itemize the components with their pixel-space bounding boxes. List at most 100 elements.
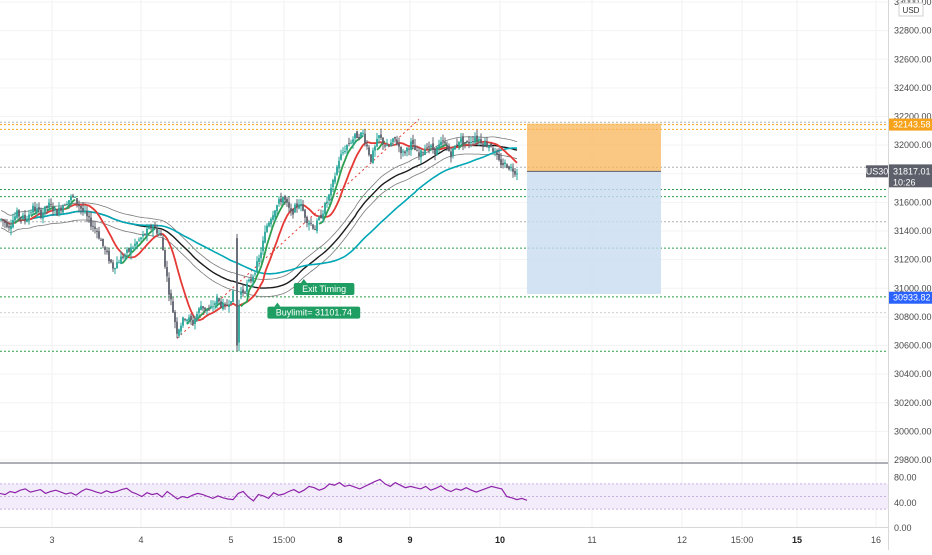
- candle-body: [510, 166, 512, 169]
- candle-body: [446, 144, 448, 148]
- candle-body: [76, 198, 78, 204]
- symbol-tag-text: US30: [866, 166, 889, 176]
- price-tick-label: 32000.00: [894, 140, 932, 150]
- candle-body: [272, 215, 274, 220]
- candle-body: [70, 196, 72, 201]
- candle-body: [200, 305, 202, 311]
- candle-body: [452, 147, 454, 156]
- candle-body: [362, 132, 364, 134]
- candle-body: [158, 233, 160, 235]
- candle-body: [456, 144, 458, 146]
- candle-body: [144, 233, 146, 235]
- candle-body: [20, 217, 22, 219]
- candle-body: [32, 205, 34, 213]
- annotation-pointer: [300, 278, 307, 283]
- rsi-tick-label: 80.00: [894, 473, 917, 483]
- candle-body: [300, 204, 302, 207]
- candle-body: [220, 301, 222, 307]
- candle-body: [350, 142, 352, 144]
- candle-body: [154, 224, 156, 228]
- candle-body: [48, 202, 50, 208]
- annotation-label[interactable]: Buylimit= 31101.74: [267, 302, 361, 319]
- stop-zone[interactable]: [527, 123, 661, 172]
- annotation-bg[interactable]: [293, 282, 355, 295]
- candle-body: [40, 209, 42, 218]
- candle-body: [432, 143, 434, 150]
- annotation-bg[interactable]: [267, 306, 361, 319]
- annotation-label[interactable]: Exit Timing: [293, 278, 355, 295]
- candle-body: [390, 142, 392, 146]
- candle-body: [240, 291, 242, 295]
- annotation-pointer: [274, 302, 281, 307]
- candle-body: [508, 166, 510, 170]
- price-tick-label: 32600.00: [894, 54, 932, 64]
- candle-body: [314, 229, 316, 231]
- candle-body: [270, 219, 272, 225]
- candle-body: [466, 141, 468, 143]
- candle-body: [280, 198, 282, 203]
- candle-body: [418, 152, 420, 157]
- price-tick-label: 32800.00: [894, 26, 932, 36]
- candle-body: [500, 159, 502, 165]
- candle-body: [208, 309, 210, 311]
- candle-body: [438, 144, 440, 149]
- price-tick-label: 31000.00: [894, 283, 932, 293]
- candle-body: [312, 224, 314, 229]
- candle-body: [324, 202, 326, 215]
- position-box[interactable]: [527, 123, 661, 294]
- time-tick-label: 9: [407, 535, 412, 545]
- candle-body: [368, 147, 370, 155]
- annotations[interactable]: Exit Timing Buylimit= 31101.74: [267, 278, 361, 319]
- candle-body: [24, 214, 26, 221]
- candle-body: [310, 222, 312, 224]
- candle-body: [104, 247, 106, 250]
- rsi-tick-label: 40.00: [894, 498, 917, 508]
- candle-body: [12, 219, 14, 228]
- candle-body: [34, 206, 36, 212]
- countdown-text: 10:26: [893, 177, 916, 187]
- candle-body: [436, 146, 438, 156]
- candle-body: [134, 243, 136, 246]
- candle-body: [142, 234, 144, 237]
- rsi-pane: [0, 478, 888, 510]
- candle-body: [198, 308, 200, 313]
- candle-body: [174, 311, 176, 323]
- candle-body: [384, 145, 386, 147]
- candle-body: [162, 237, 164, 251]
- time-tick-label: 15:00: [273, 535, 296, 545]
- candle-body: [472, 141, 474, 143]
- candle-body: [504, 162, 506, 165]
- price-tick-label: 30800.00: [894, 312, 932, 322]
- candle-body: [430, 145, 432, 148]
- candle-body: [398, 143, 400, 147]
- price-tick-label: 32400.00: [894, 83, 932, 93]
- candle-body: [254, 273, 256, 275]
- candle-body: [42, 212, 44, 219]
- candle-body: [176, 321, 178, 334]
- candle-body: [338, 160, 340, 169]
- candle-body: [228, 304, 230, 308]
- symbol-tag-bg: [866, 165, 888, 178]
- candle-body: [250, 278, 252, 282]
- candle-body: [474, 137, 476, 143]
- time-axis[interactable]: 3 4 5 15:00 8 9 10 11 12 15:00 15 16: [49, 535, 881, 545]
- candle-body: [68, 200, 70, 204]
- candle-body: [72, 195, 74, 197]
- candle-body: [332, 179, 334, 188]
- candle-body: [16, 210, 18, 218]
- candle-body: [394, 136, 396, 139]
- target-zone[interactable]: [527, 171, 661, 294]
- candle-body: [236, 238, 238, 346]
- candle-body: [10, 225, 12, 230]
- candle-body: [50, 204, 52, 206]
- price-axis[interactable]: 33000.0032800.0032600.0032400.0032200.00…: [894, 0, 932, 465]
- candle-body: [360, 132, 362, 137]
- candle-body: [306, 216, 308, 224]
- candle-body: [130, 247, 132, 254]
- currency-box[interactable]: [898, 2, 924, 17]
- candle-body: [202, 306, 204, 309]
- candle-body: [98, 231, 100, 239]
- candle-body: [190, 315, 192, 320]
